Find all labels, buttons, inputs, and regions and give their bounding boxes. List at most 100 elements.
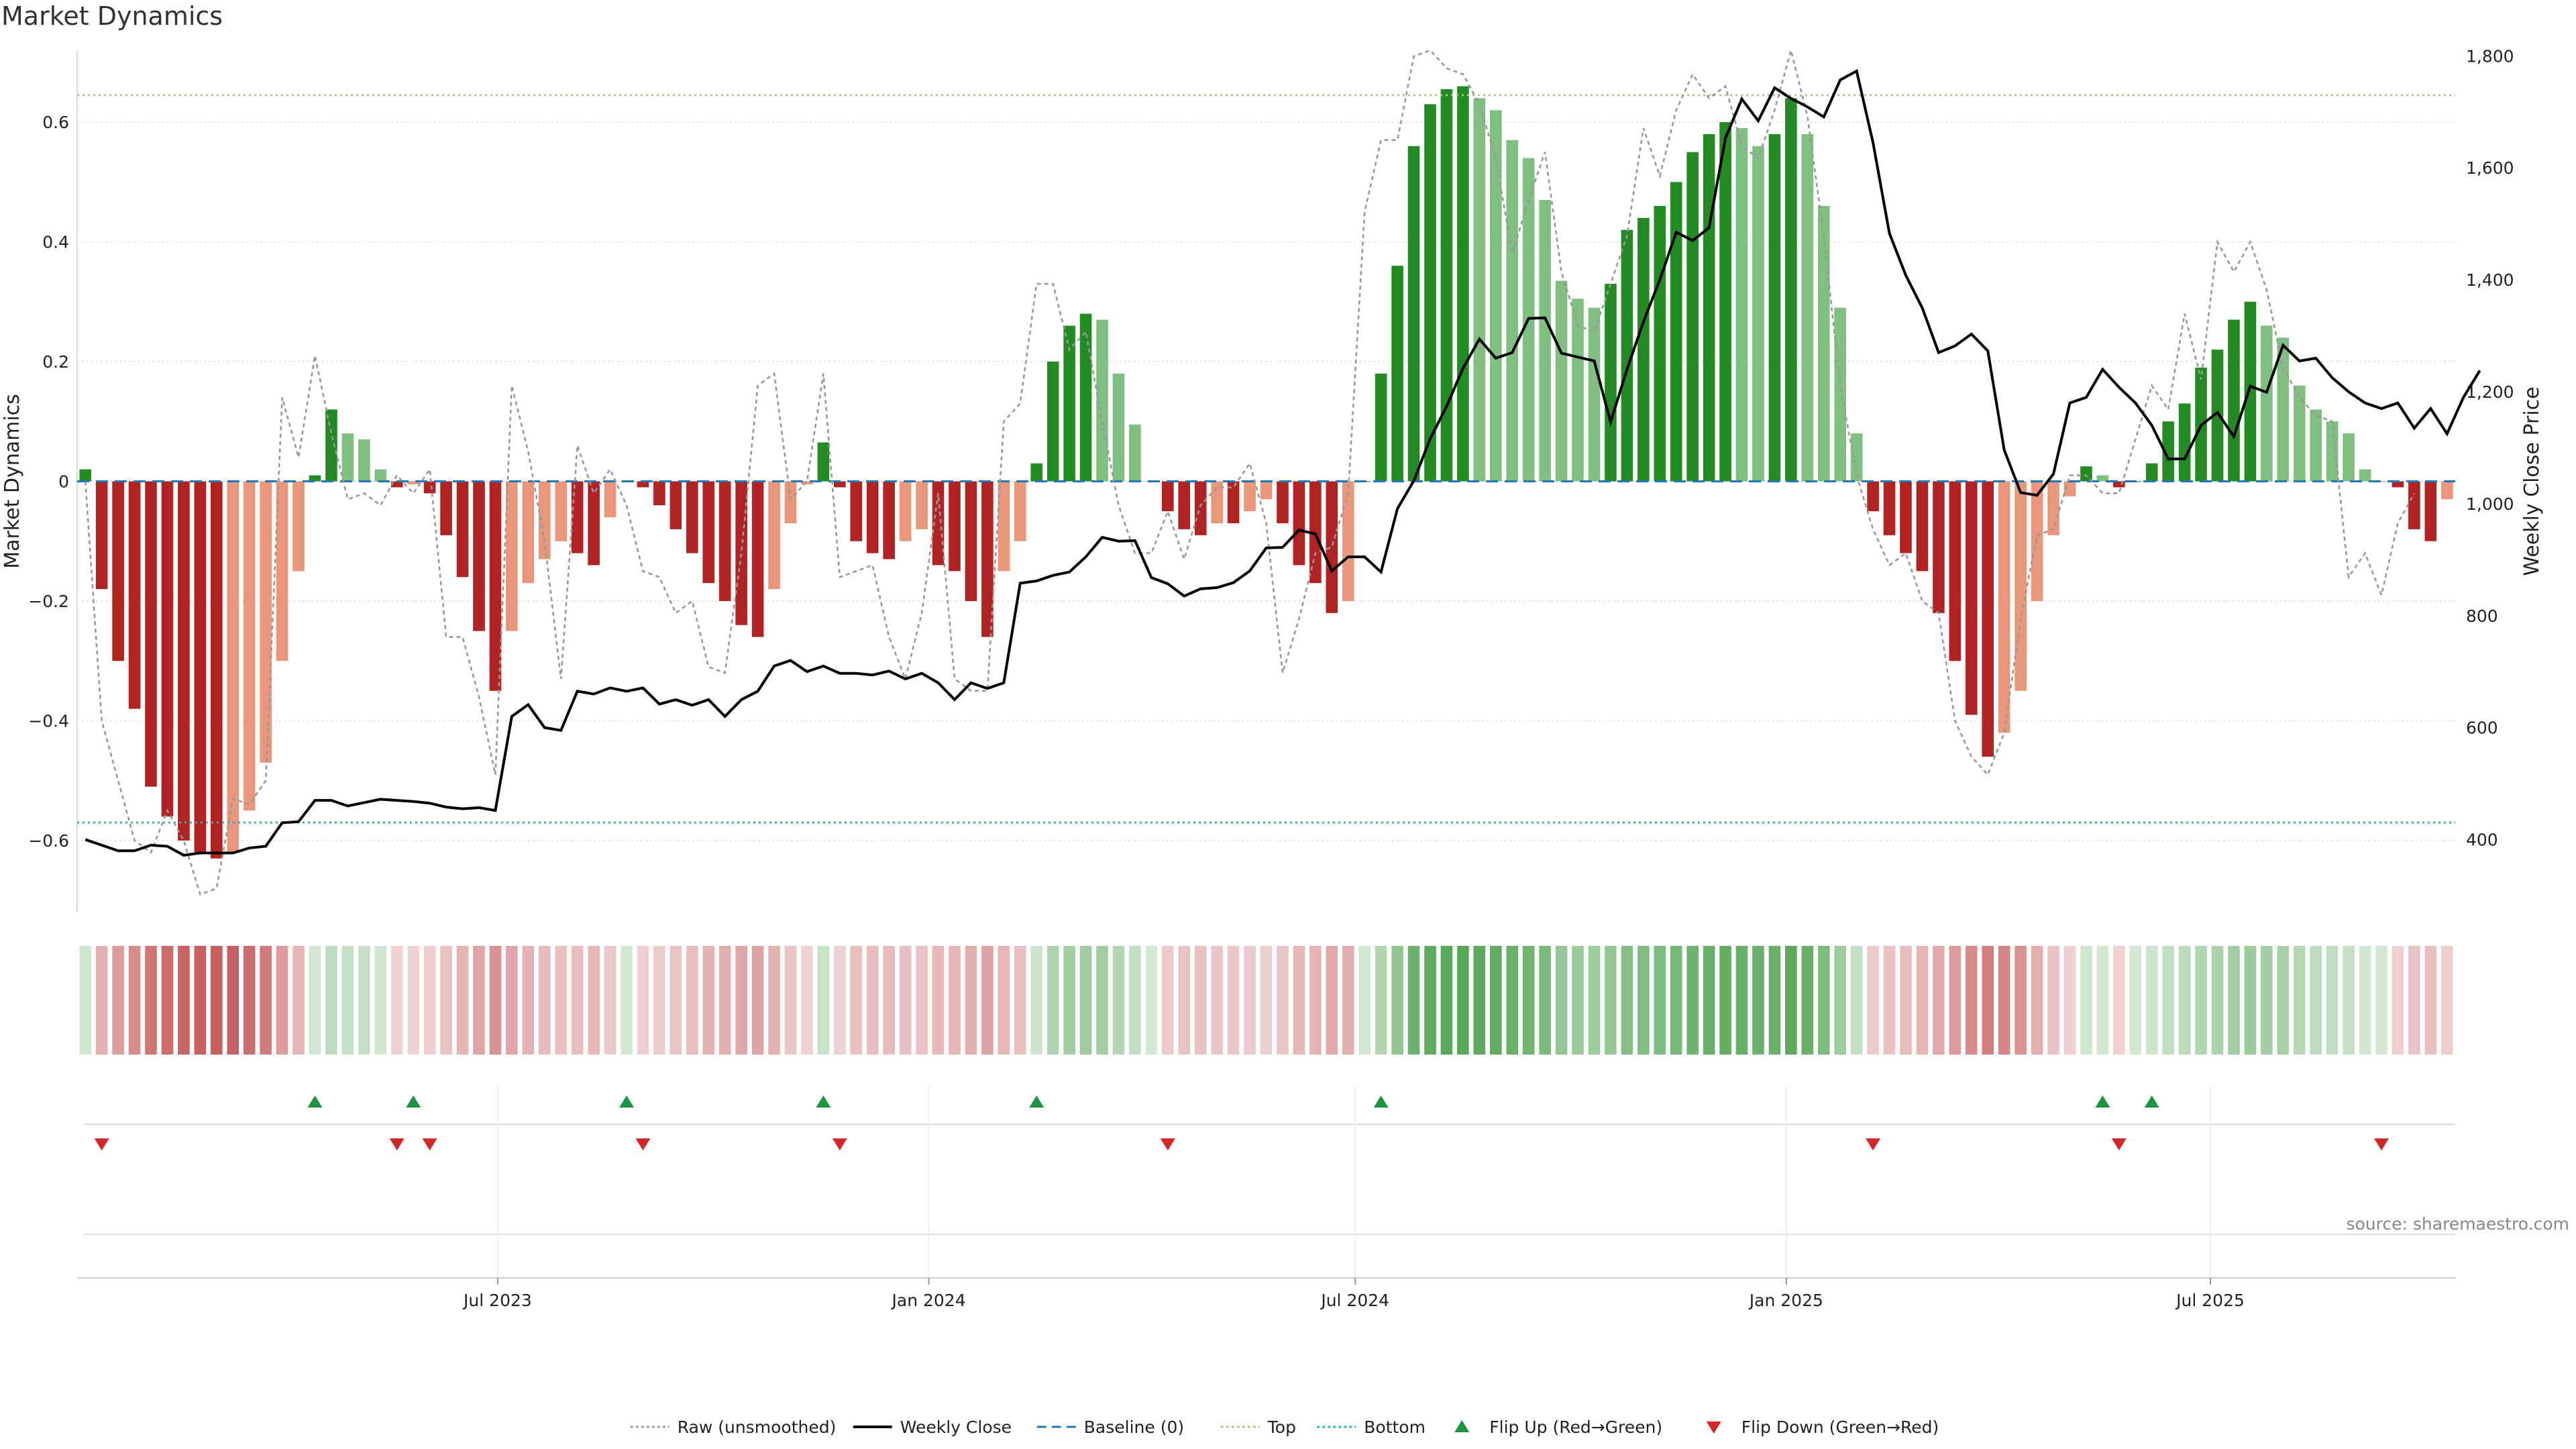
heat-cell [981,946,994,1055]
heat-cell [1096,946,1108,1055]
dynamics-bar [702,481,715,584]
heat-cell [637,946,649,1055]
dynamics-bar [2326,421,2339,482]
heat-cell [998,946,1010,1055]
dynamics-bar [850,481,863,541]
flip-up-marker [2095,1095,2110,1108]
heat-cell [1686,946,1699,1055]
threshold-lines [77,94,2455,824]
heat-cell [358,946,370,1055]
heat-cell [538,946,551,1055]
heat-cell [1867,946,1879,1055]
dynamics-bar [718,481,731,601]
heat-cell [1424,946,1436,1055]
dynamics-bar [260,481,272,763]
heat-cell [473,946,485,1055]
dynamics-bar [2113,481,2125,488]
dynamics-bar [1785,98,1797,482]
heat-cell [407,946,419,1055]
heat-cell [1588,946,1601,1055]
heat-cell [2277,946,2290,1055]
left-tick-label: −0.4 [28,711,69,731]
raw-line-layer [84,46,2416,896]
heat-cell [112,946,124,1055]
dynamics-bar [1605,284,1617,482]
heat-cell [2228,946,2240,1055]
heat-cell [1391,946,1403,1055]
dynamics-bar [1326,481,1338,613]
heat-cell [2145,946,2158,1055]
dynamics-bar [145,481,157,787]
dynamics-bar [2162,421,2174,482]
left-tick-label: 0.4 [42,233,69,252]
dynamics-bar [2145,463,2158,482]
legend-label: Bottom [1364,1417,1426,1437]
flip-markers [84,1085,2455,1278]
flip-up-marker [619,1095,635,1108]
heat-cell [1145,946,1158,1055]
heat-strip [79,946,2453,1055]
heat-cell [801,946,813,1055]
heat-cell [2031,946,2043,1055]
left-tick-label: 0 [58,472,69,492]
heat-cell [489,946,502,1055]
dynamics-bar [1079,313,1092,482]
dynamics-bar [1900,481,1912,553]
dynamics-bar [276,481,288,661]
weekly-close-layer [85,68,2481,857]
heat-cell [899,946,912,1055]
left-tick-label: −0.2 [28,592,69,611]
dynamics-bar [2261,325,2273,482]
flip-up-marker [1373,1095,1389,1108]
dynamics-bar [2080,466,2092,482]
dynamics-bar [1998,481,2010,733]
heat-cell [866,946,879,1055]
heat-cell [916,946,928,1055]
legend-label: Raw (unsmoothed) [678,1417,837,1437]
dynamics-bar [1768,133,1781,482]
heat-cell [1703,946,1715,1055]
flip-down-marker [389,1138,405,1150]
dynamics-bar [965,481,977,601]
dynamics-bar [292,481,305,572]
heat-cell [2178,946,2191,1055]
heat-cell [1440,946,1453,1055]
dynamics-bar [112,481,124,661]
heat-cell [1457,946,1469,1055]
flip-down-marker [2373,1138,2389,1150]
heat-cell [506,946,518,1055]
dynamics-bar [1457,86,1469,482]
source-note: source: sharemaestro.com [2346,1214,2570,1234]
heat-cell [2424,946,2437,1055]
x-tick-label: Jan 2025 [1748,1291,1823,1310]
dynamics-bar [194,481,207,853]
heat-cell [260,946,272,1055]
heat-cell [1129,946,1141,1055]
dynamics-bar [2228,319,2240,482]
dynamics-bar [2244,301,2257,482]
heat-cell [374,946,387,1055]
dynamics-bar [653,481,665,506]
dynamics-bar [1703,133,1715,482]
heat-cell [1227,946,1240,1055]
dynamics-bars [79,86,2453,859]
heat-cell [2047,946,2059,1055]
heat-cell [2343,946,2355,1055]
dynamics-bar [1670,182,1682,482]
flip-down-marker [1866,1138,1881,1150]
flip-up-marker [406,1095,421,1108]
heat-cell [309,946,321,1055]
heat-cell [1030,946,1043,1055]
dynamics-bar [932,481,945,566]
heat-cell [1916,946,1929,1055]
dynamics-bar [1293,481,1305,566]
dynamics-bar [325,409,337,482]
dynamics-bar [95,481,108,590]
dynamics-bar [1850,433,1863,482]
legend-item: Flip Up (Red→Green) [1454,1417,1662,1437]
legend-item: Flip Down (Green→Red) [1706,1417,1939,1437]
dynamics-bar [1162,481,1174,512]
x-tick-label: Jul 2025 [2175,1291,2245,1310]
heat-cell [1079,946,1092,1055]
heat-cell [784,946,797,1055]
